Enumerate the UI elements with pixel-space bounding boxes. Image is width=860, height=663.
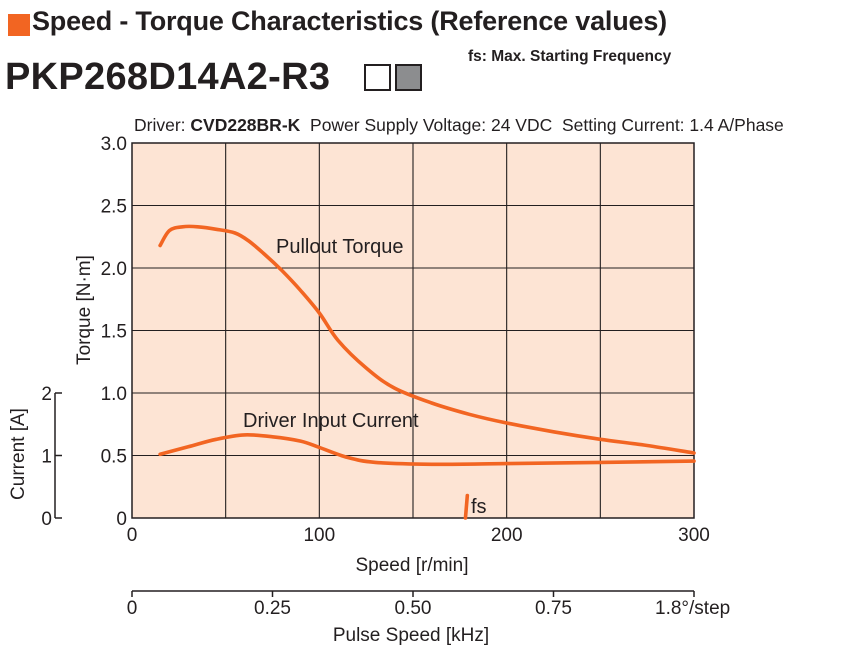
pulse-speed-tick-label: 0 [127,598,138,619]
pullout-torque-curve [158,224,696,455]
data-series [158,224,696,520]
step-angle-label: 1.8°/step [655,598,730,619]
driver-input-current-label: Driver Input Current [243,410,419,432]
pulse-speed-axis: 0 0.25 0.50 0.75 [127,590,695,619]
current-axis-title: Current [A] [8,408,29,500]
title-marker-square [8,14,30,36]
torque-tick-label: 0.5 [101,447,127,468]
torque-tick-label: 2.0 [101,259,127,280]
model-box-white [364,64,391,91]
page-title: Speed - Torque Characteristics (Referenc… [32,6,667,36]
speed-tick-label: 300 [678,525,710,546]
speed-tick-label: 100 [303,525,335,546]
fs-note: fs: Max. Starting Frequency [468,48,672,65]
torque-axis-ticks: 0 0.5 1.0 1.5 2.0 2.5 3.0 [101,134,127,530]
test-conditions: Driver: CVD228BR-K Power Supply Voltage:… [134,115,784,136]
model-box-gray [395,64,422,91]
current-tick-label: 2 [41,384,52,405]
plot-frame [131,142,695,519]
model-variant-boxes [364,64,422,91]
torque-tick-label: 3.0 [101,134,127,155]
speed-tick-label: 200 [491,525,523,546]
pulse-speed-tick-label: 0.50 [395,598,432,619]
torque-tick-label: 1.5 [101,322,127,343]
pullout-torque-label: Pullout Torque [276,236,404,258]
torque-tick-label: 2.5 [101,197,127,218]
pulse-speed-tick-label: 0.75 [535,598,572,619]
current-tick-label: 1 [41,447,52,468]
model-name: PKP268D14A2-R3 [5,56,331,98]
fs-marker-label: fs [471,496,487,518]
current-axis: 0 1 2 [41,384,62,530]
speed-axis-title: Speed [r/min] [356,555,469,576]
driver-prefix: Driver: [134,115,191,135]
torque-axis-title: Torque [N·m] [74,255,95,365]
torque-tick-label: 0 [116,509,127,530]
current-tick-label: 0 [41,509,52,530]
pulse-speed-axis-title: Pulse Speed [kHz] [333,625,489,646]
driver-input-current-curve [158,433,696,467]
pulse-speed-tick-label: 0.25 [254,598,291,619]
speed-tick-label: 0 [127,525,138,546]
setting-current: Setting Current: 1.4 A/Phase [561,115,784,135]
torque-tick-label: 1.0 [101,384,127,405]
supply-voltage: Power Supply Voltage: 24 VDC [310,115,553,135]
speed-axis-ticks: 0 100 200 300 [127,525,710,546]
fs-marker-line [463,493,470,520]
grid-lines [132,143,694,518]
driver-model: CVD228BR-K [190,115,301,135]
